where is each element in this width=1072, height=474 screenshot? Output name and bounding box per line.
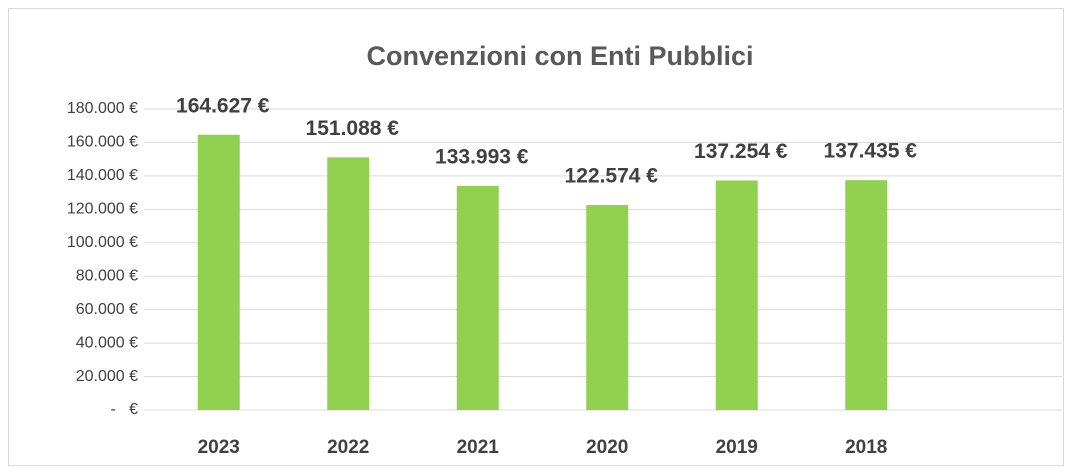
bar (586, 205, 629, 410)
x-tick-label: 2018 (845, 437, 887, 458)
bar (715, 180, 758, 410)
y-tick-label: 20.000 € (76, 368, 138, 385)
chart-title: Convenzioni con Enti Pubblici (366, 41, 753, 71)
bar (456, 185, 499, 410)
y-tick-label: 40.000 € (76, 334, 138, 351)
x-tick-label: 2022 (327, 437, 369, 458)
data-label: 164.627 € (176, 94, 270, 117)
bar (197, 134, 240, 410)
data-label: 122.574 € (565, 165, 659, 188)
x-tick-label: 2019 (716, 437, 758, 458)
data-label: 137.435 € (824, 140, 918, 163)
data-label: 151.088 € (306, 117, 400, 140)
y-tick-label: 60.000 € (76, 301, 138, 318)
bar (327, 157, 370, 410)
y-tick-label: 160.000 € (67, 134, 138, 151)
bar (845, 180, 888, 410)
y-tick-label: 180.000 € (67, 100, 138, 117)
y-tick-label: 140.000 € (67, 167, 138, 184)
y-tick-label: - € (110, 401, 138, 418)
y-tick-label: 80.000 € (76, 267, 138, 284)
data-label: 137.254 € (694, 140, 788, 163)
x-tick-label: 2023 (198, 437, 240, 458)
data-label: 133.993 € (435, 145, 529, 168)
x-tick-label: 2020 (586, 437, 628, 458)
chart-border (8, 8, 1064, 466)
y-tick-label: 120.000 € (67, 201, 138, 218)
x-tick-label: 2021 (457, 437, 500, 458)
y-tick-label: 100.000 € (67, 234, 138, 251)
